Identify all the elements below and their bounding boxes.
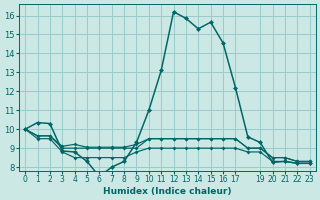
X-axis label: Humidex (Indice chaleur): Humidex (Indice chaleur) [103, 187, 232, 196]
